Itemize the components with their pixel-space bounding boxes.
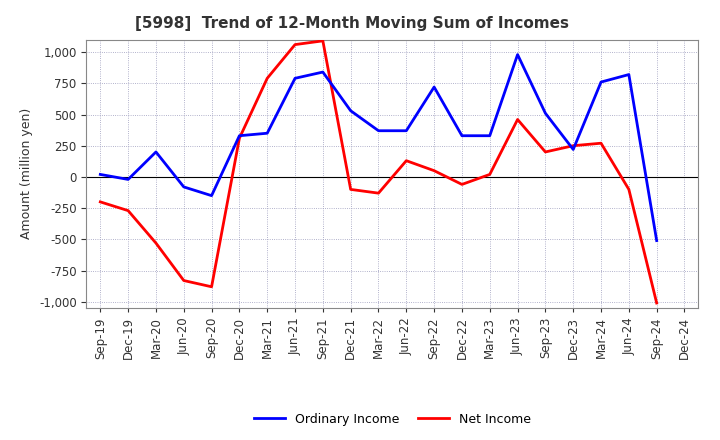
Ordinary Income (291, 76, 300, 81)
Net Income (263, 76, 271, 81)
Ordinary Income (374, 128, 383, 133)
Legend: Ordinary Income, Net Income: Ordinary Income, Net Income (248, 407, 536, 431)
Net Income (235, 136, 243, 141)
Net Income (458, 182, 467, 187)
Text: [5998]  Trend of 12-Month Moving Sum of Incomes: [5998] Trend of 12-Month Moving Sum of I… (135, 16, 570, 32)
Ordinary Income (124, 177, 132, 182)
Ordinary Income (179, 184, 188, 190)
Ordinary Income (513, 52, 522, 57)
Ordinary Income (430, 84, 438, 90)
Ordinary Income (235, 133, 243, 138)
Ordinary Income (207, 193, 216, 198)
Net Income (541, 149, 550, 154)
Net Income (513, 117, 522, 122)
Net Income (569, 143, 577, 148)
Ordinary Income (624, 72, 633, 77)
Net Income (624, 187, 633, 192)
Ordinary Income (96, 172, 104, 177)
Ordinary Income (569, 147, 577, 152)
Net Income (346, 187, 355, 192)
Ordinary Income (346, 108, 355, 114)
Net Income (374, 191, 383, 196)
Ordinary Income (263, 131, 271, 136)
Ordinary Income (652, 238, 661, 243)
Ordinary Income (318, 70, 327, 75)
Net Income (96, 199, 104, 205)
Net Income (207, 284, 216, 290)
Ordinary Income (485, 133, 494, 138)
Ordinary Income (597, 79, 606, 84)
Net Income (597, 140, 606, 146)
Ordinary Income (402, 128, 410, 133)
Y-axis label: Amount (million yen): Amount (million yen) (20, 108, 33, 239)
Ordinary Income (541, 110, 550, 116)
Net Income (179, 278, 188, 283)
Ordinary Income (458, 133, 467, 138)
Line: Ordinary Income: Ordinary Income (100, 55, 657, 241)
Net Income (124, 208, 132, 213)
Line: Net Income: Net Income (100, 41, 657, 303)
Ordinary Income (152, 149, 161, 154)
Net Income (318, 38, 327, 44)
Net Income (430, 168, 438, 173)
Net Income (152, 240, 161, 246)
Net Income (485, 172, 494, 177)
Net Income (402, 158, 410, 163)
Net Income (652, 301, 661, 306)
Net Income (291, 42, 300, 47)
